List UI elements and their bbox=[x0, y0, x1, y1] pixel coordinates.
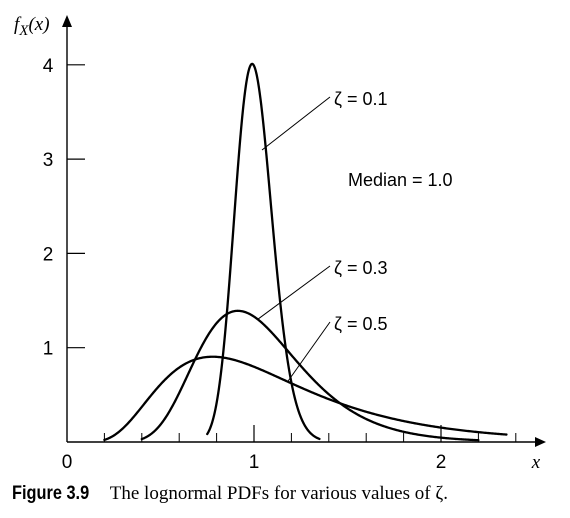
caption-text: The lognormal PDFs for various values of… bbox=[109, 483, 448, 504]
ticks bbox=[67, 64, 517, 442]
series-leader-line bbox=[261, 96, 331, 151]
y-tick-label: 3 bbox=[43, 150, 54, 171]
curves bbox=[103, 62, 508, 442]
x-tick-label: 0 bbox=[62, 452, 73, 473]
y-axis-arrow bbox=[62, 15, 72, 27]
series-line bbox=[140, 309, 480, 442]
x-axis-arrow bbox=[535, 437, 546, 447]
series-leader-line bbox=[287, 321, 331, 382]
x-tick-label: 2 bbox=[436, 452, 447, 473]
series-label: ζ = 0.3 bbox=[334, 258, 387, 278]
y-tick-label: 1 bbox=[43, 339, 54, 360]
figure-caption: Figure 3.9 The lognormal PDFs for variou… bbox=[12, 483, 568, 505]
labels: 0 1 2 1 2 3 4 x fX(x) ζ = 0.1 ζ = 0.3 ζ = 0.5 Median… bbox=[14, 14, 541, 473]
axes bbox=[62, 15, 546, 447]
y-axis-label: fX(x) bbox=[14, 14, 50, 39]
series-leader-line bbox=[257, 265, 331, 320]
y-tick-label: 4 bbox=[43, 56, 54, 77]
y-tick-label: 2 bbox=[43, 244, 54, 265]
median-annotation: Median = 1.0 bbox=[348, 170, 453, 190]
leader-lines bbox=[257, 96, 331, 382]
x-tick-label: 1 bbox=[249, 452, 260, 473]
series-line bbox=[206, 62, 321, 441]
lognormal-pdf-chart: 0 1 2 1 2 3 4 x fX(x) ζ = 0.1 ζ = 0.3 ζ = 0.5 Median… bbox=[14, 14, 546, 473]
caption-label: Figure 3.9 bbox=[12, 483, 90, 504]
series-line bbox=[103, 355, 508, 442]
series-label: ζ = 0.5 bbox=[334, 314, 387, 334]
x-axis-label: x bbox=[531, 452, 541, 473]
series-label: ζ = 0.1 bbox=[334, 89, 387, 109]
